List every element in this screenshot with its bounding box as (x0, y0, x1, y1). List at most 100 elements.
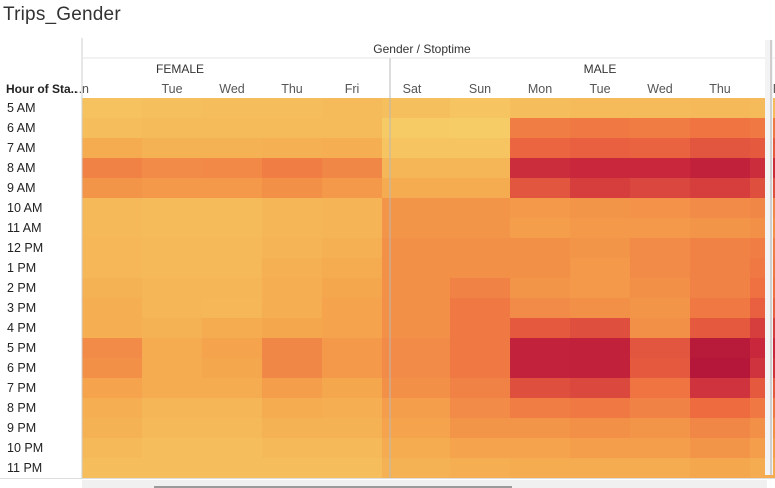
heatmap-cell[interactable] (382, 358, 450, 378)
heatmap-cell[interactable] (630, 138, 690, 158)
heatmap-cell[interactable] (690, 218, 750, 238)
heatmap-cell[interactable] (262, 258, 322, 278)
heatmap-cell[interactable] (142, 298, 202, 318)
heatmap-cell[interactable] (630, 418, 690, 438)
heatmap-cell[interactable] (322, 358, 382, 378)
heatmap-cell[interactable] (510, 198, 570, 218)
heatmap-cell[interactable] (202, 258, 262, 278)
heatmap-cell[interactable] (82, 218, 142, 238)
heatmap-cell[interactable] (322, 298, 382, 318)
heatmap-cell[interactable] (510, 458, 570, 478)
heatmap-cell[interactable] (262, 438, 322, 458)
heatmap-cell[interactable] (450, 398, 510, 418)
heatmap-cell[interactable] (510, 178, 570, 198)
heatmap-cell[interactable] (82, 438, 142, 458)
heatmap-cell[interactable] (262, 158, 322, 178)
horizontal-scrollbar-thumb[interactable] (154, 486, 512, 488)
heatmap-cell[interactable] (82, 278, 142, 298)
heatmap-cell[interactable] (382, 258, 450, 278)
heatmap-cell[interactable] (142, 98, 202, 118)
heatmap-cell[interactable] (690, 438, 750, 458)
heatmap-cell[interactable] (202, 238, 262, 258)
heatmap-cell[interactable] (322, 418, 382, 438)
heatmap-cell[interactable] (202, 378, 262, 398)
heatmap-cell[interactable] (262, 278, 322, 298)
heatmap-cell[interactable] (510, 378, 570, 398)
heatmap-cell[interactable] (570, 98, 630, 118)
heatmap-cell[interactable] (202, 318, 262, 338)
heatmap-cell[interactable] (630, 298, 690, 318)
heatmap-cell[interactable] (630, 218, 690, 238)
heatmap-cell[interactable] (322, 438, 382, 458)
heatmap-cell[interactable] (630, 98, 690, 118)
vertical-scrollbar[interactable] (765, 40, 773, 475)
heatmap-cell[interactable] (82, 378, 142, 398)
heatmap-cell[interactable] (382, 138, 450, 158)
heatmap-cell[interactable] (322, 138, 382, 158)
horizontal-scrollbar[interactable] (82, 480, 767, 488)
heatmap-cell[interactable] (690, 178, 750, 198)
heatmap-cell[interactable] (630, 378, 690, 398)
heatmap-cell[interactable] (262, 358, 322, 378)
heatmap-cell[interactable] (690, 298, 750, 318)
heatmap-cell[interactable] (142, 118, 202, 138)
heatmap-cell[interactable] (82, 338, 142, 358)
heatmap-cell[interactable] (142, 258, 202, 278)
heatmap-cell[interactable] (142, 338, 202, 358)
heatmap-cell[interactable] (82, 158, 142, 178)
heatmap-cell[interactable] (510, 438, 570, 458)
heatmap-cell[interactable] (510, 318, 570, 338)
heatmap-cell[interactable] (690, 198, 750, 218)
heatmap-cell[interactable] (450, 298, 510, 318)
heatmap-cell[interactable] (570, 398, 630, 418)
heatmap-cell[interactable] (450, 458, 510, 478)
heatmap-cell[interactable] (142, 318, 202, 338)
heatmap-cell[interactable] (510, 398, 570, 418)
heatmap-cell[interactable] (142, 418, 202, 438)
heatmap-cell[interactable] (142, 358, 202, 378)
heatmap-cell[interactable] (382, 218, 450, 238)
heatmap-cell[interactable] (570, 418, 630, 438)
heatmap-cell[interactable] (690, 458, 750, 478)
heatmap-cell[interactable] (382, 98, 450, 118)
heatmap-cell[interactable] (382, 378, 450, 398)
heatmap-cell[interactable] (142, 238, 202, 258)
heatmap-cell[interactable] (82, 318, 142, 338)
heatmap-cell[interactable] (322, 398, 382, 418)
heatmap-cell[interactable] (570, 198, 630, 218)
heatmap-cell[interactable] (630, 338, 690, 358)
vertical-scrollbar-thumb[interactable] (770, 40, 772, 475)
heatmap-cell[interactable] (450, 318, 510, 338)
heatmap-cell[interactable] (630, 438, 690, 458)
heatmap-cell[interactable] (510, 218, 570, 238)
heatmap-cell[interactable] (570, 378, 630, 398)
heatmap-cell[interactable] (570, 158, 630, 178)
heatmap-cell[interactable] (82, 138, 142, 158)
heatmap-cell[interactable] (630, 278, 690, 298)
heatmap-cell[interactable] (450, 258, 510, 278)
heatmap-cell[interactable] (450, 198, 510, 218)
heatmap-cell[interactable] (630, 458, 690, 478)
heatmap-cell[interactable] (570, 318, 630, 338)
heatmap-cell[interactable] (142, 438, 202, 458)
heatmap-cell[interactable] (450, 138, 510, 158)
heatmap-cell[interactable] (450, 278, 510, 298)
heatmap-cell[interactable] (510, 418, 570, 438)
heatmap-cell[interactable] (510, 98, 570, 118)
heatmap-cell[interactable] (82, 198, 142, 218)
heatmap-cell[interactable] (322, 178, 382, 198)
heatmap-cell[interactable] (570, 258, 630, 278)
heatmap-cell[interactable] (82, 238, 142, 258)
heatmap-cell[interactable] (570, 298, 630, 318)
heatmap-cell[interactable] (322, 278, 382, 298)
heatmap-cell[interactable] (690, 418, 750, 438)
heatmap-cell[interactable] (570, 458, 630, 478)
heatmap-cell[interactable] (142, 198, 202, 218)
heatmap-cell[interactable] (322, 198, 382, 218)
heatmap-cell[interactable] (450, 118, 510, 138)
heatmap-cell[interactable] (262, 118, 322, 138)
heatmap-cell[interactable] (510, 278, 570, 298)
heatmap-cell[interactable] (382, 158, 450, 178)
heatmap-cell[interactable] (322, 458, 382, 478)
heatmap-cell[interactable] (382, 318, 450, 338)
